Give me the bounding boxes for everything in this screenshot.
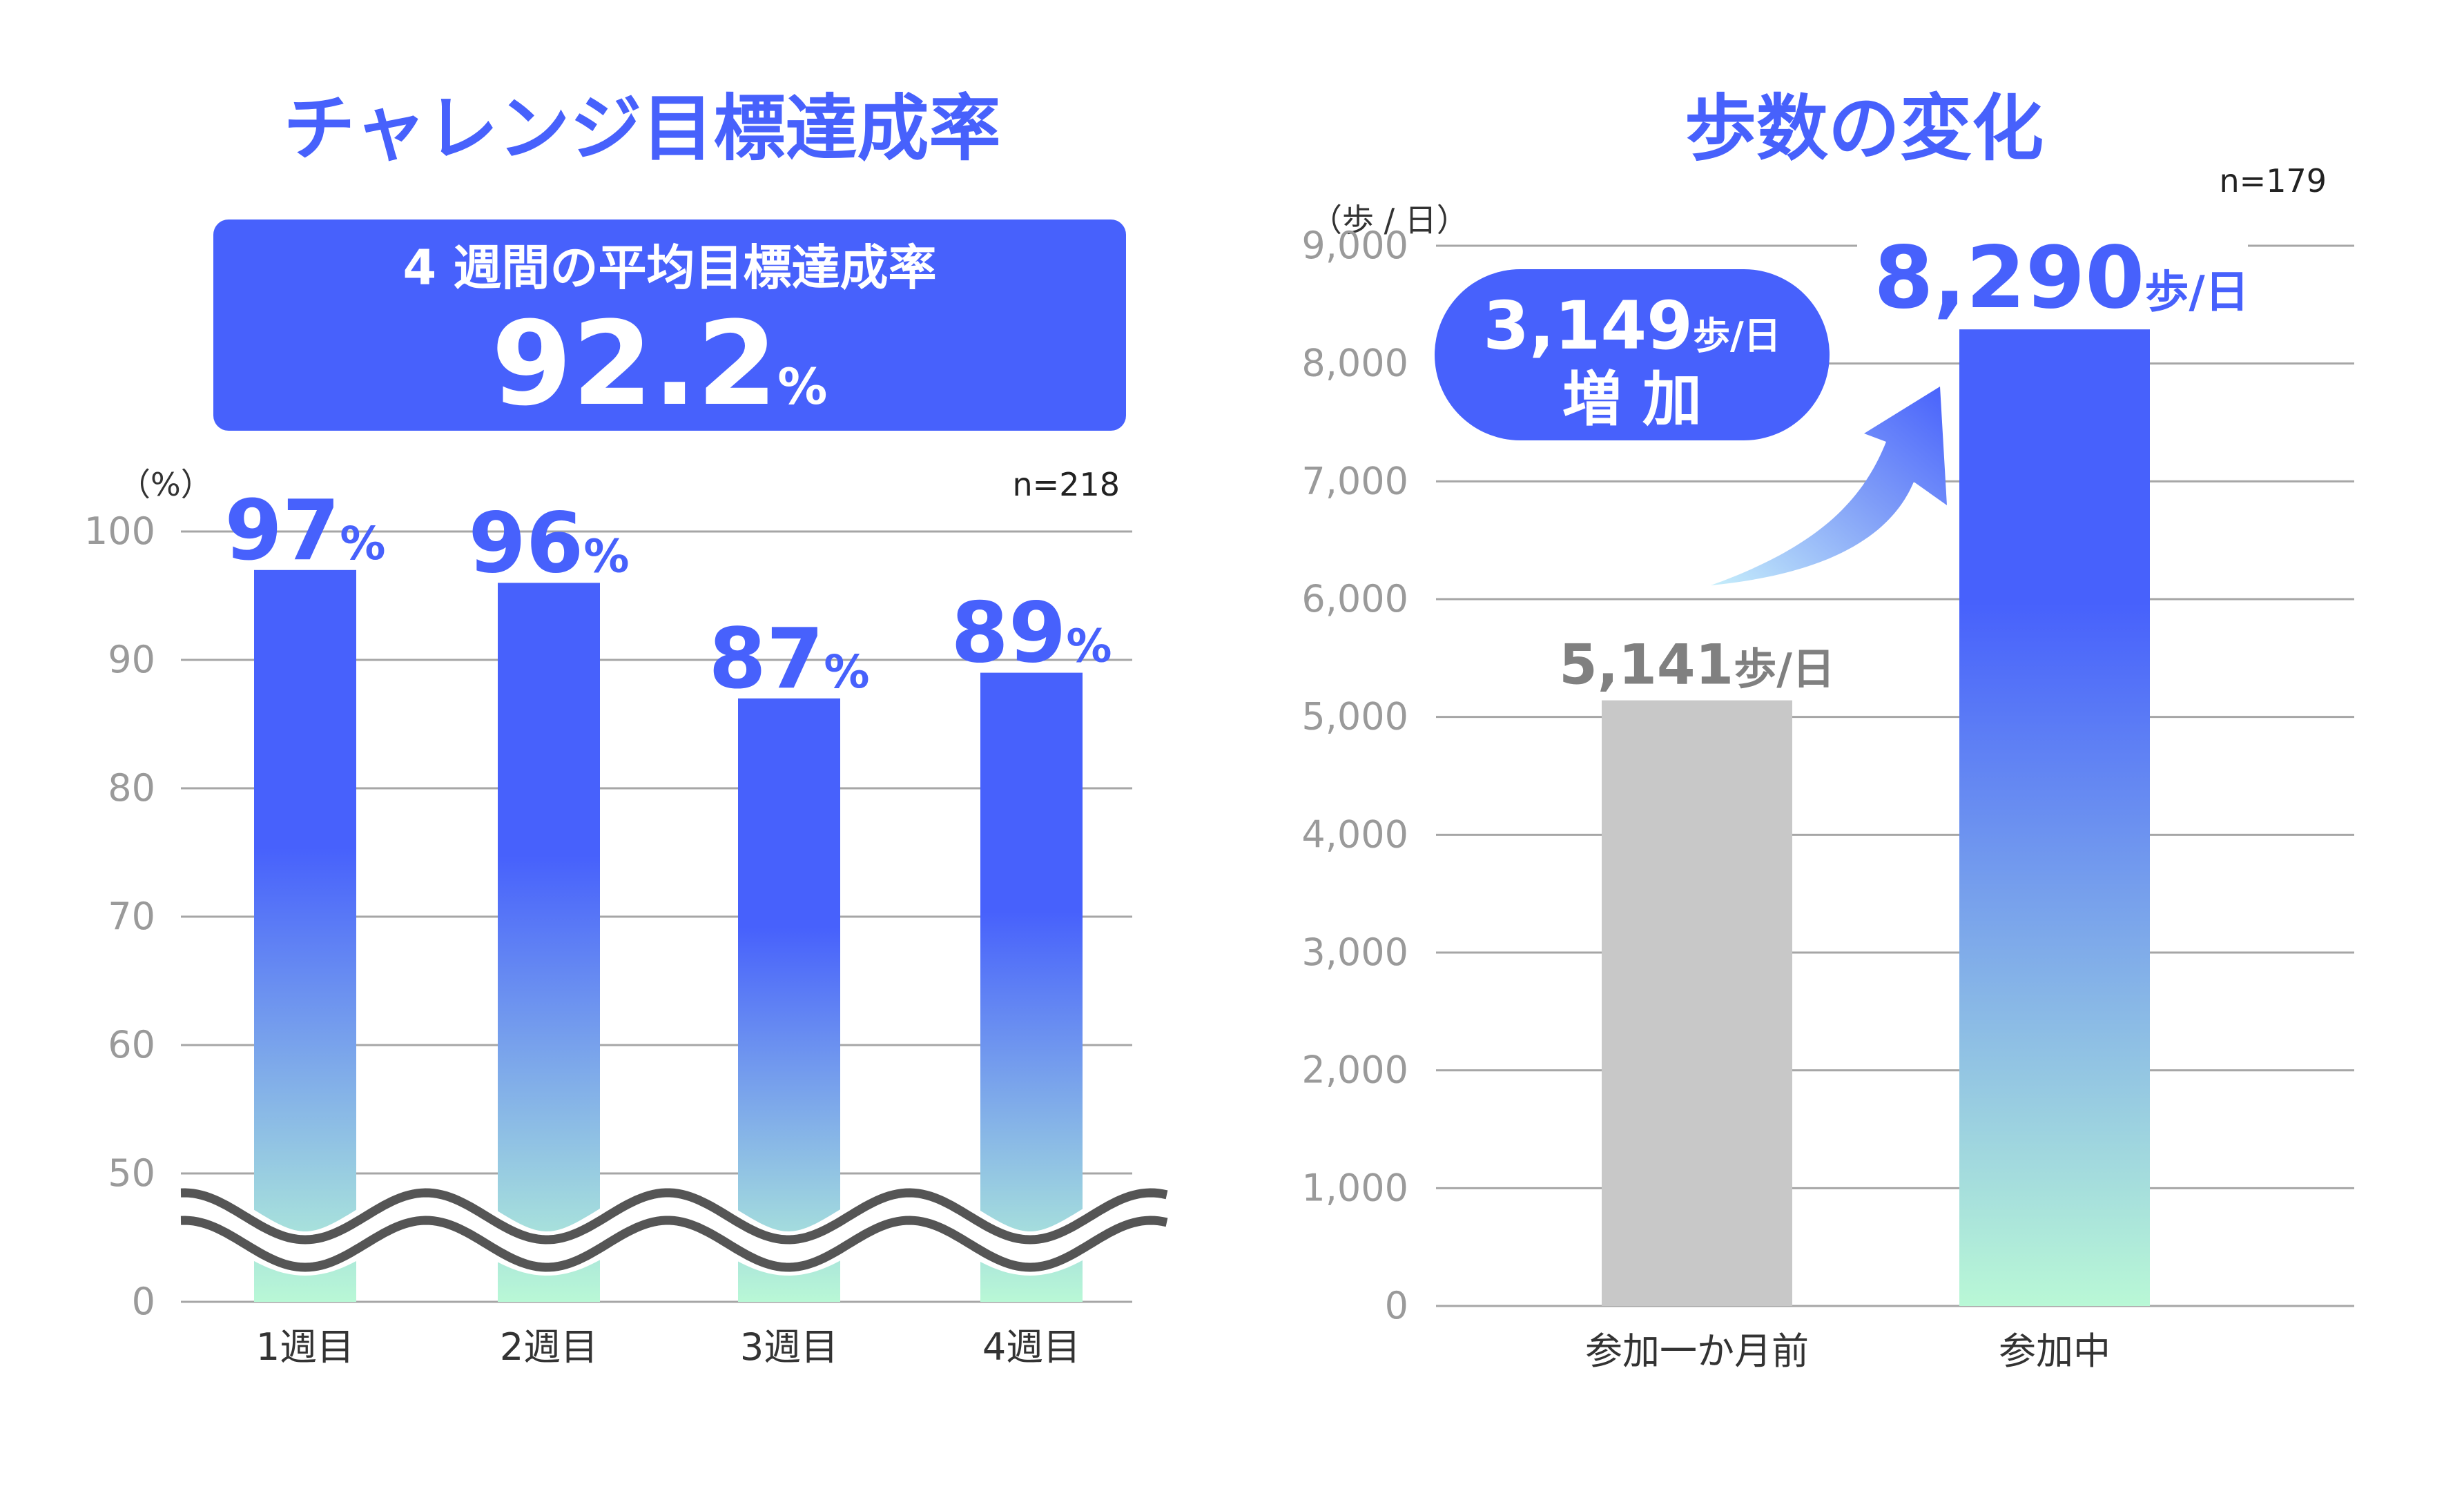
left-y-tick-label: 100 [84,509,155,553]
left-x-tick-label: 1週目 [256,1325,354,1369]
axis-break-gap [180,1184,1172,1276]
left-x-tick-label: 3週目 [740,1325,838,1369]
right-y-axis: 0 1,000 2,000 3,000 4,000 5,000 6,000 7,000 8,00… [1301,224,1408,1327]
right-y-tick-label: 8,000 [1301,342,1408,385]
increase-arrow-icon [1711,387,1947,585]
right-y-tick-label: 0 [1385,1284,1408,1327]
left-y-tick-label: 60 [108,1023,155,1066]
left-bar [980,672,1083,1302]
left-bar [738,698,840,1302]
right-bar [1959,329,2150,1306]
left-bar [498,583,600,1302]
right-bar [1602,700,1792,1306]
left-y-tick-label: 70 [108,895,155,938]
left-chart-title: チャレンジ目標達成率 [284,86,1001,170]
average-banner-label: 4 週間の平均目標達成率 [402,240,936,296]
left-x-tick-label: 2週目 [500,1325,598,1369]
increase-callout-label: 増 加 [1562,365,1702,434]
right-sample-size: n=179 [2220,162,2327,199]
axis-break-line [180,1216,1168,1272]
left-y-tick-label: 0 [132,1280,155,1323]
average-banner [213,220,1126,431]
right-value-labels: 5,141歩/日 8,290歩/日 [1559,228,2249,696]
average-banner-value: 92.2% [492,296,828,431]
left-value-label: 87% [708,612,869,708]
right-x-tick-label: 参加一か月前 [1585,1329,1809,1373]
right-y-tick-label: 1,000 [1301,1166,1408,1209]
right-y-tick-label: 4,000 [1301,812,1408,856]
right-chart-title: 歩数の変化 [1685,86,2044,170]
left-gridlines [181,530,1132,1303]
left-bar [254,569,356,1302]
axis-break-line [180,1188,1168,1245]
right-y-unit-label: （歩 / 日） [1310,202,1468,239]
left-sample-size: n=218 [1013,466,1121,503]
left-value-label: 96% [468,496,629,592]
right-y-tick-label: 2,000 [1301,1049,1408,1092]
left-y-axis: 0 50 60 70 80 90 100 [84,509,155,1323]
left-value-label: 97% [224,483,385,579]
axis-break-wave [180,1184,1172,1276]
left-y-tick-label: 80 [108,766,155,810]
left-y-unit-label: （%） [119,466,213,503]
increase-callout [1435,269,1830,440]
right-value-label: 8,290歩/日 [1874,228,2249,328]
left-value-label: 89% [951,586,1112,682]
right-y-tick-label: 5,000 [1301,695,1408,739]
right-bars [1602,329,2150,1306]
right-x-tick-label: 参加中 [1999,1329,2111,1373]
increase-callout-value: 3,149歩/日 [1483,287,1781,364]
right-value-label: 5,141歩/日 [1559,633,1835,697]
left-y-tick-label: 90 [108,638,155,681]
right-y-tick-label: 6,000 [1301,577,1408,621]
left-x-tick-label: 4週目 [982,1325,1080,1369]
left-value-labels: 97% 96% 87% 89% [224,483,1112,708]
right-y-tick-label: 7,000 [1301,459,1408,503]
left-y-tick-label: 50 [108,1151,155,1195]
right-y-tick-label: 3,000 [1301,930,1408,974]
left-x-axis: 1週目 2週目 3週目 4週目 [256,1325,1080,1369]
left-bars [254,569,1083,1302]
right-x-axis: 参加一か月前 参加中 [1585,1329,2111,1373]
right-y-tick-label: 9,000 [1301,224,1408,267]
